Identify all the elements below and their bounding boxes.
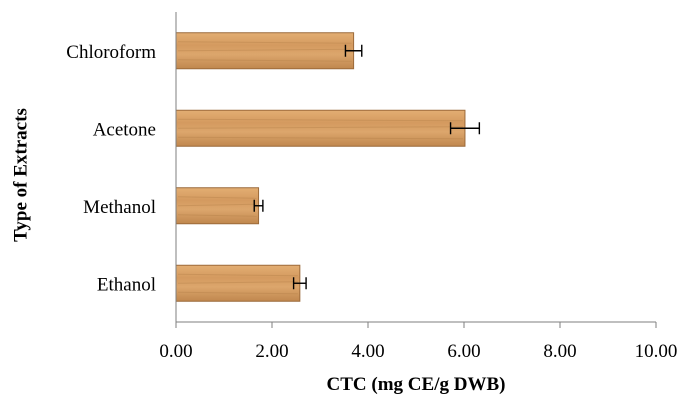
y-tick-label-ethanol: Ethanol	[97, 274, 156, 295]
y-axis-title: Type of Extracts	[10, 108, 31, 242]
bar-ethanol	[175, 264, 301, 302]
bar-grain	[177, 118, 463, 122]
x-tick-label: 0.00	[159, 341, 192, 362]
y-axis-labels: Ethanol Methanol Acetone Chloroform	[66, 42, 156, 296]
x-tick-label: 8.00	[543, 341, 576, 362]
error-bar-acetone	[449, 122, 481, 135]
x-tick-label: 4.00	[351, 341, 384, 362]
bar-grain	[177, 214, 257, 217]
bar-grain	[177, 126, 463, 129]
bar-grain	[177, 48, 352, 52]
x-tick-label: 6.00	[447, 341, 480, 362]
bar-grain	[177, 203, 257, 207]
bar-grain	[177, 41, 352, 44]
bar-chloroform	[175, 32, 355, 70]
error-bar-methanol	[253, 199, 264, 212]
bar-grain	[177, 291, 298, 295]
error-bar-ethanol	[292, 277, 307, 290]
bars	[175, 32, 466, 302]
x-tick-label: 10.00	[635, 341, 678, 362]
bar-grain	[177, 59, 352, 62]
error-bars	[253, 44, 481, 290]
x-tick-label: 2.00	[255, 341, 288, 362]
y-tick-label-methanol: Methanol	[83, 197, 156, 218]
x-axis-title: CTC (mg CE/g DWB)	[327, 374, 506, 395]
bar-methanol	[175, 187, 260, 225]
y-tick-label-acetone: Acetone	[93, 119, 156, 140]
y-tick-label-chloroform: Chloroform	[66, 42, 156, 63]
bar-grain	[177, 281, 298, 284]
bar-grain	[177, 196, 257, 199]
error-bar-chloroform	[344, 44, 363, 57]
bar-grain	[177, 136, 463, 140]
x-axis-ticks: 0.00 2.00 4.00 6.00 8.00 10.00	[159, 322, 677, 362]
bar-grain	[177, 273, 298, 277]
